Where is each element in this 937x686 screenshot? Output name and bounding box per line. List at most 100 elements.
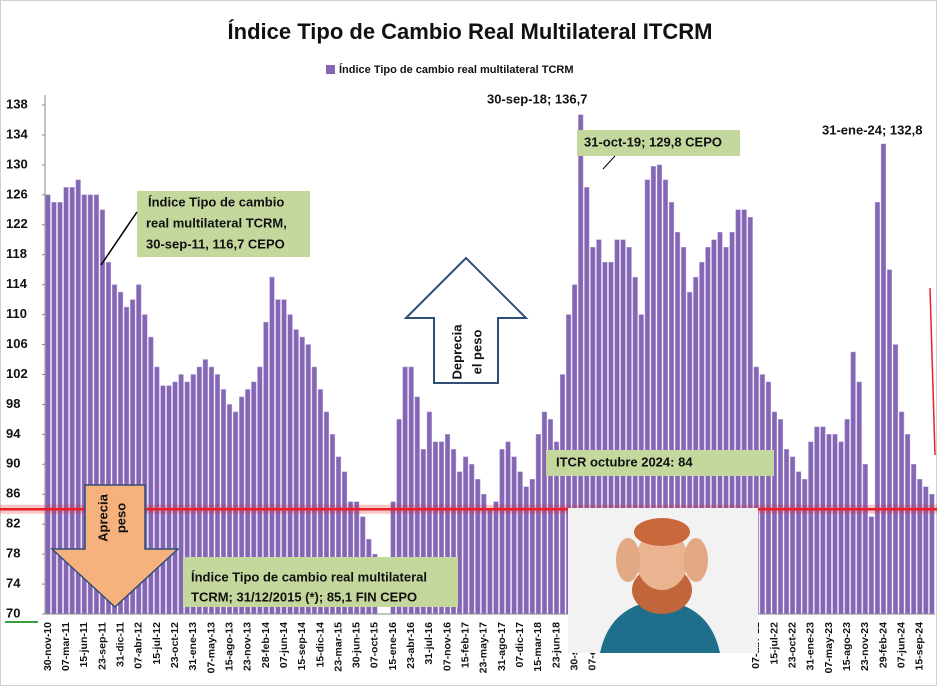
bar bbox=[856, 381, 862, 615]
x-tick-label: 31-ene-13 bbox=[187, 622, 199, 671]
x-tick-label: 23-jun-18 bbox=[550, 622, 562, 668]
annotation-text: ITCR octubre 2024: 84 bbox=[556, 454, 693, 469]
x-tick-label: 15-sep-14 bbox=[296, 622, 308, 671]
annotation-text: 30-sep-18; 136,7 bbox=[487, 91, 587, 106]
bar bbox=[517, 471, 523, 615]
y-tick-label: 126 bbox=[6, 186, 28, 201]
x-tick-label: 30-nov-10 bbox=[42, 622, 54, 671]
x-tick-label: 15-jul-12 bbox=[151, 622, 163, 665]
bar bbox=[783, 449, 790, 615]
bar bbox=[487, 508, 493, 615]
annotation-text: real multilateral TCRM, bbox=[146, 215, 287, 230]
y-tick-label: 138 bbox=[6, 96, 28, 111]
x-tick-label: 23-mar-15 bbox=[332, 622, 344, 672]
bar bbox=[559, 374, 566, 615]
y-tick-label: 110 bbox=[6, 306, 27, 321]
bar bbox=[154, 366, 160, 615]
y-tick-label: 90 bbox=[6, 456, 20, 471]
bar bbox=[826, 434, 832, 615]
y-tick-label: 130 bbox=[6, 156, 28, 171]
x-tick-label: 15-ene-16 bbox=[387, 622, 399, 671]
x-tick-label: 07-mar-11 bbox=[60, 622, 72, 671]
photo-hand-l bbox=[616, 538, 640, 582]
x-tick-label: 23-oct-12 bbox=[169, 622, 181, 668]
bar bbox=[499, 449, 505, 615]
x-tick-label: 31-jul-16 bbox=[423, 622, 435, 665]
x-tick-label: 07-dic-17 bbox=[514, 622, 526, 668]
bar bbox=[917, 479, 923, 615]
x-tick-label: 15-ago-23 bbox=[841, 622, 853, 671]
annotation-text: Índice Tipo de cambio bbox=[148, 194, 284, 209]
y-tick-label: 94 bbox=[6, 426, 21, 441]
bar bbox=[911, 464, 917, 615]
x-tick-label: 28-feb-14 bbox=[260, 622, 272, 668]
x-tick-label: 23-nov-13 bbox=[242, 622, 254, 671]
x-tick-label: 15-mar-18 bbox=[532, 622, 544, 672]
bar bbox=[802, 479, 808, 615]
bar bbox=[868, 516, 874, 615]
bar bbox=[178, 374, 184, 615]
x-tick-label: 15-ago-13 bbox=[223, 622, 235, 671]
arrow-up bbox=[403, 256, 529, 384]
bar bbox=[814, 426, 820, 615]
bar bbox=[874, 202, 880, 615]
x-tick-label: 07-jun-14 bbox=[278, 622, 290, 668]
leader-line bbox=[100, 211, 138, 266]
photo-face bbox=[636, 530, 688, 590]
y-tick-label: 70 bbox=[6, 605, 20, 620]
x-tick-label: 23-nov-23 bbox=[859, 622, 871, 671]
bar bbox=[511, 456, 517, 615]
x-tick-label: 23-sep-11 bbox=[96, 622, 108, 670]
bar bbox=[535, 434, 541, 615]
bar bbox=[844, 419, 850, 615]
bar bbox=[45, 194, 51, 615]
annotation-text: 30-sep-11, 116,7 CEPO bbox=[146, 236, 285, 251]
bar bbox=[796, 471, 802, 615]
bar bbox=[820, 426, 826, 615]
bar bbox=[160, 385, 166, 615]
y-tick-label: 78 bbox=[6, 546, 20, 561]
x-tick-label: 23-oct-22 bbox=[787, 622, 799, 668]
y-tick-label: 106 bbox=[6, 336, 28, 351]
annotation-text: Índice Tipo de cambio real multilateral bbox=[191, 569, 427, 584]
x-tick-label: 31-ago-17 bbox=[496, 622, 508, 671]
annotation-box bbox=[183, 557, 458, 607]
x-tick-label: 07-may-13 bbox=[205, 622, 217, 674]
y-tick-label: 118 bbox=[6, 246, 27, 261]
bar bbox=[832, 434, 838, 615]
bar bbox=[790, 456, 796, 615]
y-tick-label: 134 bbox=[6, 126, 28, 141]
annotation-text: 31-oct-19; 129,8 CEPO bbox=[584, 134, 722, 149]
annotation-box bbox=[137, 191, 310, 257]
bar bbox=[463, 456, 469, 615]
x-tick-label: 30-jun-15 bbox=[351, 622, 363, 668]
x-tick-label: 23-abr-16 bbox=[405, 622, 417, 669]
annotation-text: Aprecia bbox=[95, 493, 110, 541]
bar bbox=[469, 464, 475, 615]
bar bbox=[166, 385, 172, 615]
x-tick-label: 07-may-23 bbox=[823, 622, 835, 674]
x-tick-label: 07-oct-15 bbox=[369, 622, 381, 668]
legend-swatch bbox=[326, 65, 335, 74]
y-tick-label: 98 bbox=[6, 396, 20, 411]
y-tick-label: 74 bbox=[6, 575, 21, 590]
x-tick-label: 15-jul-22 bbox=[768, 622, 780, 665]
annotation-box bbox=[577, 130, 740, 156]
annotation-text: peso bbox=[113, 503, 128, 533]
legend-label: Índice Tipo de cambio real multilateral … bbox=[339, 63, 574, 76]
y-tick-label: 122 bbox=[6, 216, 28, 231]
x-tick-label: 15-dic-14 bbox=[314, 622, 326, 668]
photo-hair bbox=[634, 518, 690, 546]
bar bbox=[886, 269, 893, 615]
bar bbox=[880, 143, 887, 615]
y-tick-label: 102 bbox=[6, 366, 28, 381]
x-tick-label: 07-nov-16 bbox=[441, 622, 453, 671]
x-tick-label: 07-abr-12 bbox=[133, 622, 145, 669]
photo-shirt bbox=[600, 600, 720, 653]
bar bbox=[493, 501, 499, 615]
arrow-down bbox=[50, 484, 180, 609]
annotation-box bbox=[546, 450, 774, 476]
bar bbox=[547, 419, 554, 615]
bar bbox=[850, 351, 856, 615]
